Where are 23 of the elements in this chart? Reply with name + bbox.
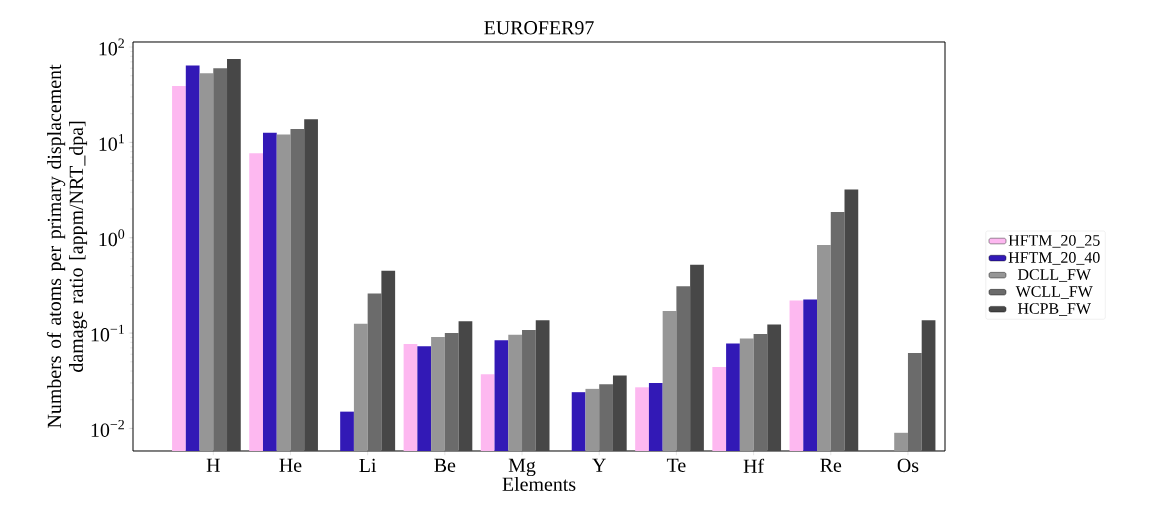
- x-tick-label: Hf: [743, 458, 765, 473]
- x-tick-label: Te: [666, 458, 686, 472]
- x-axis-title: Elements: [502, 476, 576, 491]
- x-tick-label: Mg: [508, 458, 536, 477]
- legend-label: DCLL_FW: [1017, 269, 1091, 282]
- y-tick-label: 10$^{2}$: [99, 38, 124, 56]
- y-axis-title: Numbers of atoms per primary displacement damage ratio [appm/NRT_dpa]: [46, 64, 88, 428]
- legend-label: HFTM_20_25: [1008, 234, 1100, 248]
- legend-label: HCPB_FW: [1017, 303, 1091, 316]
- x-tick-label: Be: [434, 458, 456, 472]
- chart-title: EUROFER97: [484, 21, 594, 35]
- y-tick-label: 10$^{0}$: [99, 229, 125, 247]
- x-tick-label: Li: [359, 458, 377, 472]
- legend-label: WCLL_FW: [1015, 286, 1093, 299]
- y-tick-label: 10$^{1}$: [99, 133, 124, 151]
- x-tick-label: Os: [897, 458, 919, 473]
- y-tick-label: 10$^{−2}$: [91, 419, 124, 437]
- y-tick-label: 10$^{−1}$: [91, 324, 124, 342]
- x-tick-label: H: [206, 458, 220, 472]
- legend-label: HFTM_20_40: [1008, 252, 1100, 265]
- x-tick-label: Re: [820, 458, 842, 472]
- x-tick-label: Y: [592, 458, 606, 472]
- x-tick-label: He: [279, 458, 302, 472]
